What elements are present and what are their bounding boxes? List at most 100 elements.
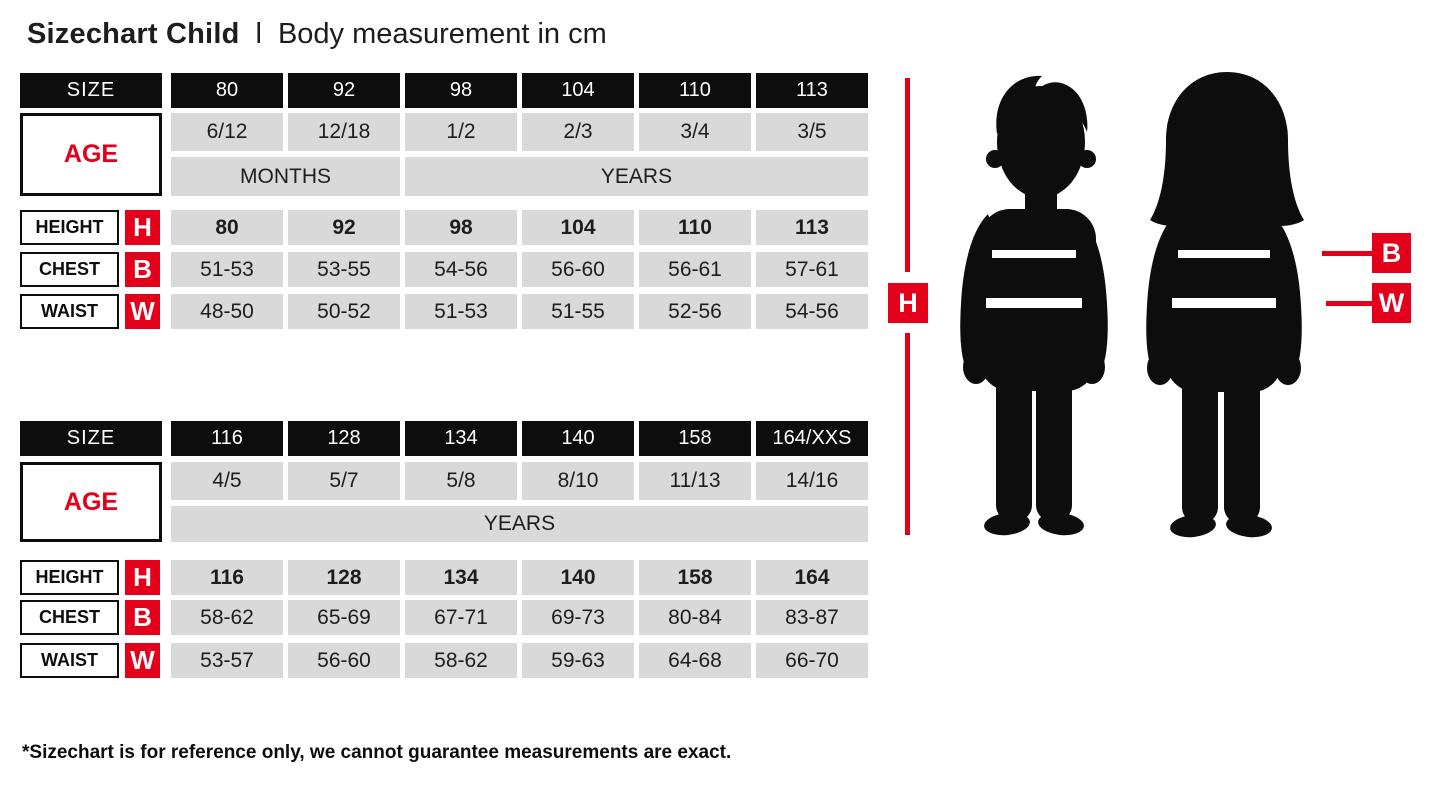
waist-row: 48-50 50-52 51-53 51-55 52-56 54-56 xyxy=(0,294,900,329)
height-measure-line-bottom xyxy=(905,333,910,535)
size-header-label: SIZE xyxy=(20,421,162,456)
chest-cell: 54-56 xyxy=(405,252,517,287)
age-cell: 5/7 xyxy=(288,462,400,500)
footnote-text: *Sizechart is for reference only, we can… xyxy=(22,742,732,763)
size-cell: 140 xyxy=(522,421,634,456)
age-cell: 3/5 xyxy=(756,113,868,151)
age-cell: 14/16 xyxy=(756,462,868,500)
waist-cell: 52-56 xyxy=(639,294,751,329)
height-label: HEIGHT xyxy=(20,560,119,595)
chest-cell: 67-71 xyxy=(405,600,517,635)
waist-cell: 51-55 xyxy=(522,294,634,329)
height-h-badge: H xyxy=(125,560,160,595)
age-cell: 3/4 xyxy=(639,113,751,151)
height-cell: 98 xyxy=(405,210,517,245)
height-cell: 134 xyxy=(405,560,517,595)
height-row: 116 128 134 140 158 164 xyxy=(0,560,900,595)
waist-w-badge: W xyxy=(125,294,160,329)
size-cell: 98 xyxy=(405,73,517,108)
age-cell: 12/18 xyxy=(288,113,400,151)
title-separator: l xyxy=(255,18,262,50)
waist-cell: 48-50 xyxy=(171,294,283,329)
waist-cell: 56-60 xyxy=(288,643,400,678)
waist-cell: 54-56 xyxy=(756,294,868,329)
chest-b-badge: B xyxy=(125,252,160,287)
chest-label: CHEST xyxy=(20,252,119,287)
waist-w-badge: W xyxy=(125,643,160,678)
chest-b-badge: B xyxy=(1372,233,1411,273)
chest-cell: 80-84 xyxy=(639,600,751,635)
chest-label: CHEST xyxy=(20,600,119,635)
height-cell: 80 xyxy=(171,210,283,245)
height-cell: 158 xyxy=(639,560,751,595)
boy-chest-line xyxy=(992,250,1076,258)
waist-cell: 50-52 xyxy=(288,294,400,329)
waist-cell: 66-70 xyxy=(756,643,868,678)
size-row: 80 92 98 104 110 113 xyxy=(0,73,900,108)
girl-silhouette-image xyxy=(1146,72,1304,538)
waist-w-badge: W xyxy=(1372,283,1411,323)
chest-b-badge: B xyxy=(125,600,160,635)
boy-waist-line xyxy=(986,298,1082,308)
years-span-cell: YEARS xyxy=(171,506,868,542)
chest-cell: 57-61 xyxy=(756,252,868,287)
age-unit-row: YEARS xyxy=(0,506,900,542)
height-cell: 128 xyxy=(288,560,400,595)
page-title-main: Sizechart Child xyxy=(27,18,240,50)
height-h-badge: H xyxy=(888,283,928,323)
height-cell: 116 xyxy=(171,560,283,595)
chest-cell: 65-69 xyxy=(288,600,400,635)
age-header-label: AGE xyxy=(20,113,162,196)
chest-cell: 58-62 xyxy=(171,600,283,635)
waist-pointer-line xyxy=(1326,301,1372,306)
size-cell: 92 xyxy=(288,73,400,108)
waist-label: WAIST xyxy=(20,643,119,678)
waist-cell: 58-62 xyxy=(405,643,517,678)
size-cell: 110 xyxy=(639,73,751,108)
chest-cell: 51-53 xyxy=(171,252,283,287)
waist-cell: 51-53 xyxy=(405,294,517,329)
waist-cell: 64-68 xyxy=(639,643,751,678)
size-cell: 80 xyxy=(171,73,283,108)
size-cell: 134 xyxy=(405,421,517,456)
size-cell: 104 xyxy=(522,73,634,108)
size-row: 116 128 134 140 158 164/XXS xyxy=(0,421,900,456)
age-cell: 4/5 xyxy=(171,462,283,500)
height-h-badge: H xyxy=(125,210,160,245)
years-span-cell: YEARS xyxy=(405,157,868,196)
chest-cell: 56-61 xyxy=(639,252,751,287)
waist-label: WAIST xyxy=(20,294,119,329)
height-cell: 104 xyxy=(522,210,634,245)
height-cell: 110 xyxy=(639,210,751,245)
size-cell: 158 xyxy=(639,421,751,456)
height-cell: 113 xyxy=(756,210,868,245)
age-cell: 5/8 xyxy=(405,462,517,500)
size-header-label: SIZE xyxy=(20,73,162,108)
age-cell: 6/12 xyxy=(171,113,283,151)
chest-cell: 53-55 xyxy=(288,252,400,287)
height-cell: 164 xyxy=(756,560,868,595)
age-row: 6/12 12/18 1/2 2/3 3/4 3/5 xyxy=(0,113,900,151)
age-unit-row: MONTHS YEARS xyxy=(0,157,900,196)
page-title-subtitle: Body measurement in cm xyxy=(277,18,607,50)
age-row: 4/5 5/7 5/8 8/10 11/13 14/16 xyxy=(0,462,900,500)
chest-cell: 56-60 xyxy=(522,252,634,287)
size-cell: 164/XXS xyxy=(756,421,868,456)
chest-pointer-line xyxy=(1322,251,1372,256)
waist-cell: 59-63 xyxy=(522,643,634,678)
size-cell: 113 xyxy=(756,73,868,108)
age-cell: 8/10 xyxy=(522,462,634,500)
girl-waist-line xyxy=(1172,298,1276,308)
chest-cell: 69-73 xyxy=(522,600,634,635)
height-measure-line-top xyxy=(905,78,910,272)
height-row: 80 92 98 104 110 113 xyxy=(0,210,900,245)
age-cell: 11/13 xyxy=(639,462,751,500)
size-cell: 116 xyxy=(171,421,283,456)
boy-silhouette-image xyxy=(960,75,1108,536)
months-span-cell: MONTHS xyxy=(171,157,400,196)
age-cell: 1/2 xyxy=(405,113,517,151)
height-cell: 140 xyxy=(522,560,634,595)
size-cell: 128 xyxy=(288,421,400,456)
chest-row: 51-53 53-55 54-56 56-60 56-61 57-61 xyxy=(0,252,900,287)
